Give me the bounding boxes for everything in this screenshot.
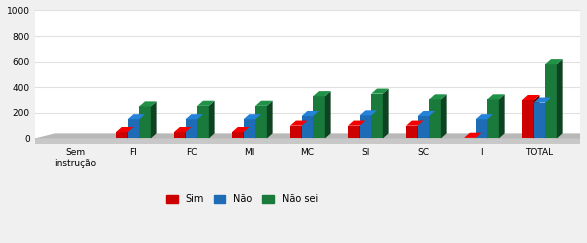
Polygon shape	[441, 94, 447, 139]
Bar	[371, 94, 383, 139]
Polygon shape	[35, 139, 585, 144]
Bar	[464, 138, 475, 139]
Polygon shape	[127, 114, 145, 119]
Bar	[313, 96, 325, 139]
Polygon shape	[35, 133, 587, 139]
Polygon shape	[325, 91, 330, 139]
Polygon shape	[197, 101, 215, 106]
Polygon shape	[487, 114, 493, 139]
Polygon shape	[302, 121, 308, 139]
Polygon shape	[244, 114, 261, 119]
Bar	[475, 119, 487, 139]
Polygon shape	[534, 95, 539, 139]
Polygon shape	[232, 127, 249, 132]
Polygon shape	[417, 121, 423, 139]
Polygon shape	[313, 111, 319, 139]
Polygon shape	[522, 95, 539, 100]
Polygon shape	[151, 101, 157, 139]
Bar	[255, 106, 267, 139]
Polygon shape	[139, 114, 145, 139]
Bar	[302, 116, 313, 139]
Polygon shape	[417, 111, 435, 116]
Polygon shape	[585, 133, 587, 144]
Bar	[185, 119, 197, 139]
Polygon shape	[475, 114, 493, 119]
Polygon shape	[139, 101, 157, 106]
Polygon shape	[487, 94, 505, 99]
Polygon shape	[255, 114, 261, 139]
Polygon shape	[383, 88, 389, 139]
Bar	[360, 115, 371, 139]
Bar	[116, 132, 127, 139]
Polygon shape	[406, 121, 423, 126]
Bar	[429, 99, 441, 139]
Polygon shape	[290, 121, 308, 126]
Polygon shape	[209, 101, 215, 139]
Polygon shape	[464, 133, 481, 138]
Polygon shape	[348, 121, 366, 126]
Polygon shape	[429, 94, 447, 99]
Polygon shape	[185, 114, 203, 119]
Polygon shape	[267, 101, 272, 139]
Polygon shape	[557, 59, 563, 139]
Polygon shape	[475, 133, 481, 139]
Polygon shape	[360, 121, 366, 139]
Bar	[487, 99, 499, 139]
Bar	[417, 116, 429, 139]
Polygon shape	[545, 59, 563, 64]
Bar	[348, 126, 360, 139]
Polygon shape	[499, 94, 505, 139]
Polygon shape	[127, 127, 133, 139]
Bar	[522, 100, 534, 139]
Polygon shape	[302, 111, 319, 116]
Bar	[290, 126, 302, 139]
Bar	[174, 132, 185, 139]
Polygon shape	[360, 110, 377, 115]
Bar	[232, 132, 244, 139]
Bar	[244, 119, 255, 139]
Polygon shape	[371, 88, 389, 94]
Polygon shape	[534, 97, 551, 103]
Polygon shape	[313, 91, 330, 96]
Polygon shape	[185, 127, 191, 139]
Polygon shape	[255, 101, 272, 106]
Polygon shape	[429, 111, 435, 139]
Bar	[534, 103, 545, 139]
Bar	[127, 119, 139, 139]
Polygon shape	[244, 127, 249, 139]
Bar	[197, 106, 209, 139]
Polygon shape	[174, 127, 191, 132]
Bar	[139, 106, 151, 139]
Polygon shape	[545, 97, 551, 139]
Polygon shape	[197, 114, 203, 139]
Bar	[406, 126, 417, 139]
Legend: Sim, Não, Não sei: Sim, Não, Não sei	[162, 190, 322, 208]
Polygon shape	[371, 110, 377, 139]
Bar	[545, 64, 557, 139]
Polygon shape	[116, 127, 133, 132]
